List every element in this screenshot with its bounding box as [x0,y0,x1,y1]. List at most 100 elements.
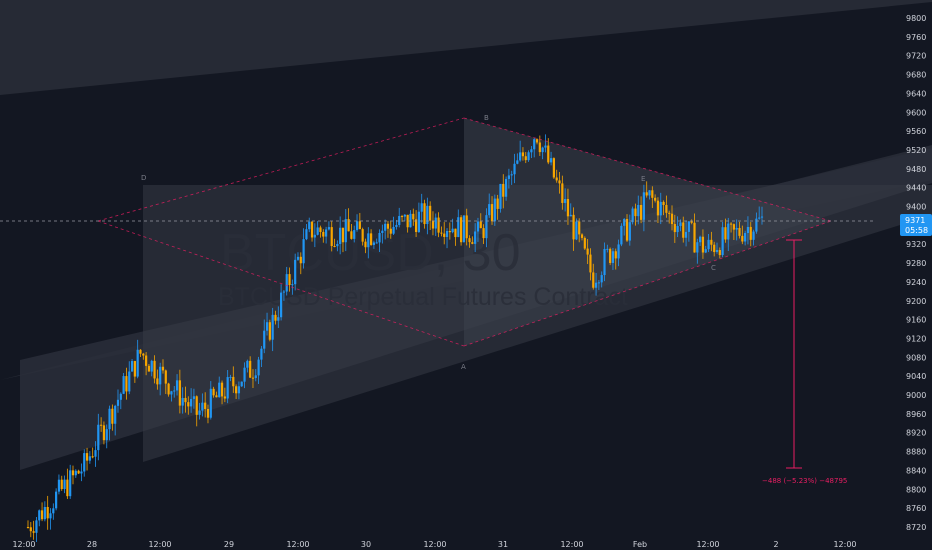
pattern-line-lower-right [463,220,832,347]
candle-body [195,396,198,415]
candle-body [344,219,347,243]
candle-body [609,248,612,263]
candle-body [558,180,561,184]
time-axis[interactable]: 12:00 28 12:00 29 12:00 30 12:00 31 12:00 Feb 12:0… [12,540,856,549]
candle-body [125,376,128,392]
candle-body [468,238,471,243]
price-tick-label: 9560 [906,127,926,136]
price-axis[interactable]: 9800 9760 9720 9680 9640 9600 9560 9520 9480 9440… [906,14,926,532]
candle-body [451,228,454,233]
candle-body [29,527,32,532]
price-tick-label: 9440 [906,184,926,193]
candle-body [389,228,392,234]
candle-body [755,218,758,232]
candle-body [490,204,494,222]
candle-body [611,251,615,263]
candle-body [235,386,238,394]
candle-body [192,396,196,399]
candle-body [423,203,426,225]
candle-body [462,215,466,243]
candle-body [583,237,586,249]
candle-body [128,371,131,392]
price-tick-label: 8840 [906,466,926,475]
candle-body [251,377,255,379]
candle-body [271,314,274,340]
measure-tool[interactable] [786,239,802,469]
candle-body [637,204,640,217]
candle-body [94,450,97,457]
candle-body [429,205,432,221]
price-tick-label: 9520 [906,146,926,155]
candle-body [49,513,52,519]
price-tick-label: 8800 [906,485,926,494]
candle-body [541,147,544,153]
candle-body [367,233,370,248]
candle-body [147,365,151,372]
candle-body [291,284,294,286]
candle-body [302,239,305,264]
candle-body [187,402,190,407]
candle-body [398,216,401,226]
candle-body [575,221,578,240]
candle-body [69,470,72,497]
candle-body [26,527,30,528]
price-tick-label: 9680 [906,71,926,80]
candle-body [516,160,519,164]
candle-body [240,381,243,387]
candle-body [580,234,584,238]
candle-body [479,221,482,229]
candle-body [707,239,710,250]
candle-body [263,330,266,349]
candle-body [471,242,474,244]
time-tick-label: 28 [87,540,97,549]
candle-body [586,248,589,255]
candle-body [161,366,165,371]
candle-body [476,221,480,232]
candle-body [55,491,58,509]
candle-body [760,216,764,218]
candle-body [392,226,395,234]
time-tick-label: 12:00 [12,540,35,549]
candle-body [693,222,696,253]
candle-body [513,163,516,175]
candle-body [139,349,142,354]
candle-body [603,248,606,276]
candle-body [133,361,136,377]
candle-body [114,405,117,424]
candle-body [544,145,547,148]
candle-body [426,205,429,225]
candle-body [721,227,724,256]
candle-body [617,244,620,259]
candle-body [111,408,114,424]
candle-body [324,229,328,237]
time-tick-label: Feb [633,540,647,549]
candle-body [294,259,297,285]
candle-body [386,223,390,229]
candle-body [116,399,120,406]
candle-body [350,231,353,239]
candle-body [676,226,679,233]
candle-body [164,370,167,384]
candle-body [83,453,86,472]
candle-body [665,204,668,213]
candle-body [521,152,525,157]
point-label-b-left: D [141,174,146,182]
candle-body [372,242,376,245]
candle-body [108,408,111,430]
candle-body [212,388,215,396]
candle-body [330,227,333,247]
candle-body [71,470,75,476]
candle-body [561,183,564,203]
candle-body [741,235,744,242]
price-tick-label: 8920 [906,429,926,438]
candle-body [145,355,148,366]
candle-body [623,219,626,226]
watermark-description: BTCUSD Perpetual Futures Contract [218,283,628,311]
candle-body [74,470,77,476]
time-tick-label: 12:00 [833,540,856,549]
candle-body [268,322,271,340]
time-tick-label: 12:00 [560,540,583,549]
price-tick-label: 8880 [906,448,926,457]
price-tick-label: 8760 [906,504,926,513]
